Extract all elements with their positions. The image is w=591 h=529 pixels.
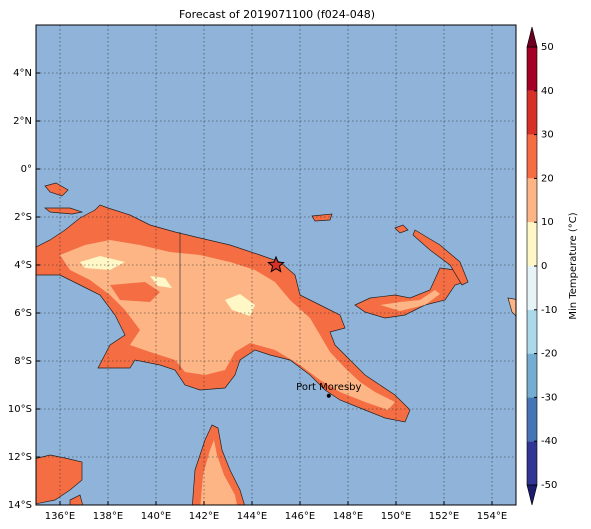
land [507, 297, 516, 317]
y-tick-label: 4°S [14, 260, 32, 271]
colorbar-tick-label: 20 [541, 173, 554, 184]
colorbar-segment [527, 441, 537, 485]
land [394, 224, 409, 234]
star-marker [267, 255, 285, 273]
land [36, 454, 83, 505]
colorbar-extension [526, 26, 538, 48]
colorbar-segment [527, 309, 537, 354]
land [311, 213, 333, 222]
y-tick-label: 2°N [13, 116, 32, 127]
y-tick-label: 14°S [8, 500, 32, 511]
y-tick-label: 6°S [14, 308, 32, 319]
x-tick-label: 152°E [429, 511, 459, 522]
colorbar-tick-label: 0 [541, 261, 547, 272]
city-label: Port Moresby [296, 382, 361, 393]
colorbar-tick-label: 50 [541, 42, 554, 53]
colorbar-segment [527, 90, 537, 135]
y-tick-label: 10°S [8, 404, 32, 415]
map-area: Port Moresby [36, 25, 516, 505]
y-tick-label: 4°N [13, 68, 32, 79]
x-tick-label: 146°E [285, 511, 315, 522]
land-warm-patch [110, 282, 160, 302]
x-tick-label: 144°E [237, 511, 267, 522]
colorbar-tick-label: -20 [541, 349, 557, 360]
land [44, 182, 69, 197]
land [44, 207, 84, 215]
land-interior [380, 290, 440, 311]
land [69, 494, 84, 505]
land [412, 229, 469, 286]
colorbar-segment [527, 397, 537, 442]
colorbar-segment [527, 266, 537, 310]
x-tick-label: 136°E [45, 511, 75, 522]
colorbar-tick-label: 30 [541, 130, 554, 141]
land-cool-patch [80, 256, 125, 270]
colorbar-extension [526, 484, 538, 506]
map-title: Forecast of 2019071100 (f024-048) [179, 8, 375, 21]
city-marker [326, 393, 331, 398]
colorbar-tick-label: 10 [541, 217, 554, 228]
colorbar-tick-label: 40 [541, 86, 554, 97]
y-tick-label: 0° [21, 164, 32, 175]
colorbar-tick-label: -30 [541, 392, 557, 403]
colorbar-tick-label: -50 [541, 480, 557, 491]
x-tick-label: 138°E [93, 511, 123, 522]
x-tick-label: 140°E [141, 511, 171, 522]
x-tick-label: 150°E [381, 511, 411, 522]
overlay: Port Moresby [36, 25, 516, 505]
y-tick-label: 8°S [14, 356, 32, 367]
colorbar-segment [527, 178, 537, 223]
y-tick-label: 12°S [8, 452, 32, 463]
colorbar-segment [527, 222, 537, 266]
colorbar-tick-label: -40 [541, 436, 557, 447]
land-cool-patch [225, 294, 255, 316]
colorbar-tick-label: -10 [541, 305, 557, 316]
colorbar-segment [527, 134, 537, 179]
colorbar-segment [527, 353, 537, 398]
x-tick-label: 142°E [189, 511, 219, 522]
colorbar-label: Min Temperature (°C) [568, 212, 579, 319]
colorbar-segment [527, 47, 537, 91]
x-tick-label: 148°E [333, 511, 363, 522]
y-tick-label: 2°S [14, 212, 32, 223]
land-cool-patch [150, 276, 172, 288]
land-interior [200, 440, 237, 505]
x-tick-label: 154°E [477, 511, 507, 522]
